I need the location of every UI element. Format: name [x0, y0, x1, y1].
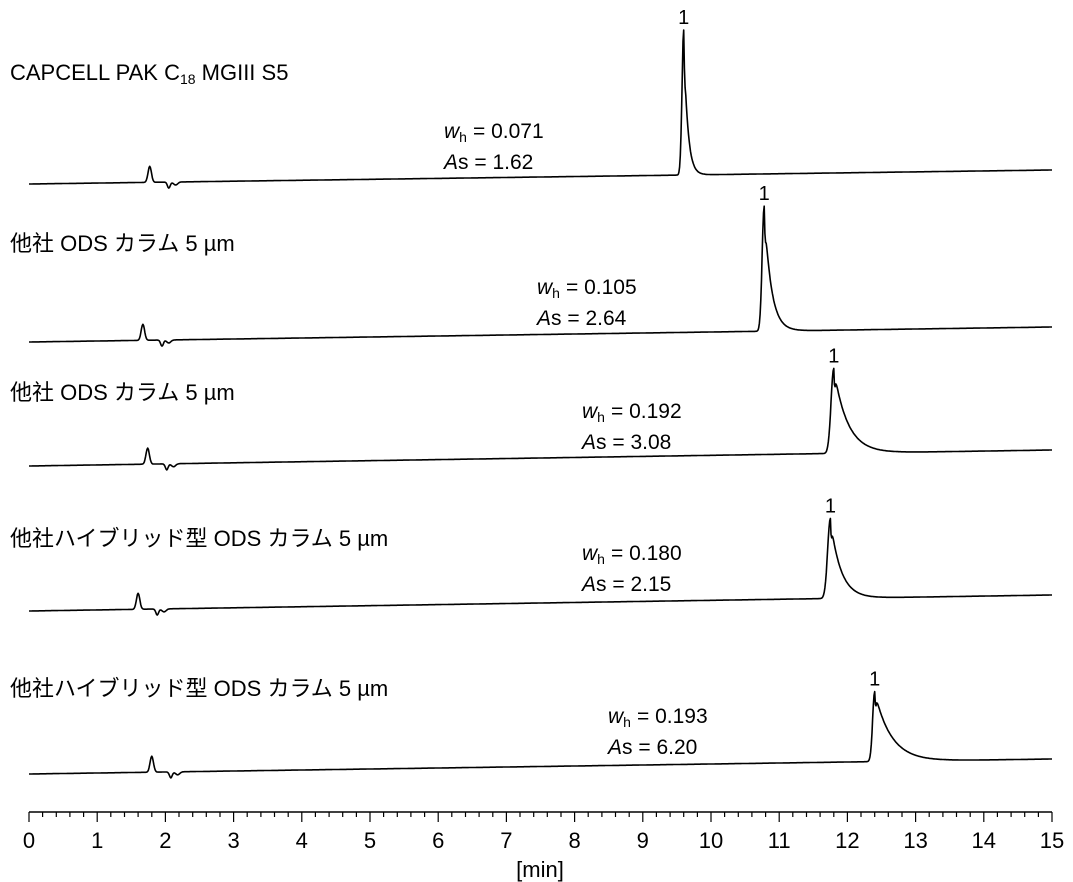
- x-tick-label: 3: [227, 828, 239, 853]
- x-tick-label: 1: [91, 828, 103, 853]
- trace-5-peak-label: 1: [869, 669, 880, 691]
- x-tick-label: 15: [1040, 828, 1064, 853]
- trace-group-1: CAPCELL PAK C18 MGIII S5 wh = 0.071 As = …: [10, 7, 1053, 189]
- trace-1-wh-annotation: wh = 0.071: [444, 120, 544, 145]
- trace-4-wh-annotation: wh = 0.180: [582, 542, 682, 567]
- trace-group-4: 他社ハイブリッド型 ODS カラム 5 µm wh = 0.180 As = 2.…: [10, 496, 1053, 616]
- trace-group-5: 他社ハイブリッド型 ODS カラム 5 µm wh = 0.193 As = 6.…: [10, 669, 1053, 779]
- trace-4-column-label: 他社ハイブリッド型 ODS カラム 5 µm: [10, 526, 388, 551]
- trace-3-peak-label: 1: [828, 345, 839, 367]
- trace-4-peak-label: 1: [825, 496, 836, 518]
- trace-group-2: 他社 ODS カラム 5 µm wh = 0.105 As = 2.64 1: [10, 183, 1053, 347]
- x-tick-label: 11: [768, 828, 791, 853]
- trace-3-line: [28, 367, 1053, 471]
- x-tick-label: 8: [568, 828, 580, 853]
- x-tick-label: 2: [159, 828, 171, 853]
- trace-3-as-annotation: As = 3.08: [580, 431, 671, 454]
- trace-2-peak-label: 1: [759, 183, 770, 205]
- trace-2-as-annotation: As = 2.64: [535, 307, 627, 330]
- trace-2-column-label: 他社 ODS カラム 5 µm: [10, 231, 235, 256]
- trace-5-column-label: 他社ハイブリッド型 ODS カラム 5 µm: [10, 676, 388, 701]
- x-tick-label: 4: [296, 828, 308, 853]
- trace-3-wh-annotation: wh = 0.192: [582, 400, 682, 425]
- x-tick-label: 9: [637, 828, 649, 853]
- trace-1-column-label: CAPCELL PAK C18 MGIII S5: [10, 60, 288, 87]
- x-tick-label: 5: [364, 828, 376, 853]
- x-axis-ticks: 0 1 2 3 4 5 6 7 8 9 10 11 12 13 14 15: [23, 812, 1064, 853]
- x-tick-label: 12: [835, 828, 859, 853]
- trace-group-3: 他社 ODS カラム 5 µm wh = 0.192 As = 3.08 1: [10, 345, 1053, 471]
- trace-1-peak-label: 1: [678, 7, 689, 29]
- x-axis-label: [min]: [516, 857, 564, 882]
- trace-1-as-annotation: As = 1.62: [442, 151, 533, 174]
- x-axis: 0 1 2 3 4 5 6 7 8 9 10 11 12 13 14 15 [min]: [23, 811, 1064, 882]
- trace-4-line: [28, 517, 1053, 616]
- trace-5-line: [28, 690, 1053, 779]
- trace-5-wh-annotation: wh = 0.193: [608, 705, 708, 730]
- trace-2-wh-annotation: wh = 0.105: [537, 276, 637, 301]
- trace-2-line: [28, 205, 1053, 347]
- x-tick-label: 6: [432, 828, 444, 853]
- trace-1-line: [28, 29, 1053, 189]
- trace-4-as-annotation: As = 2.15: [580, 573, 671, 596]
- x-tick-label: 10: [699, 828, 723, 853]
- x-tick-label: 0: [23, 828, 35, 853]
- trace-3-column-label: 他社 ODS カラム 5 µm: [10, 380, 235, 405]
- trace-5-as-annotation: As = 6.20: [606, 736, 697, 759]
- x-tick-label: 7: [500, 828, 512, 853]
- x-tick-label: 14: [972, 828, 996, 853]
- x-tick-label: 13: [903, 828, 927, 853]
